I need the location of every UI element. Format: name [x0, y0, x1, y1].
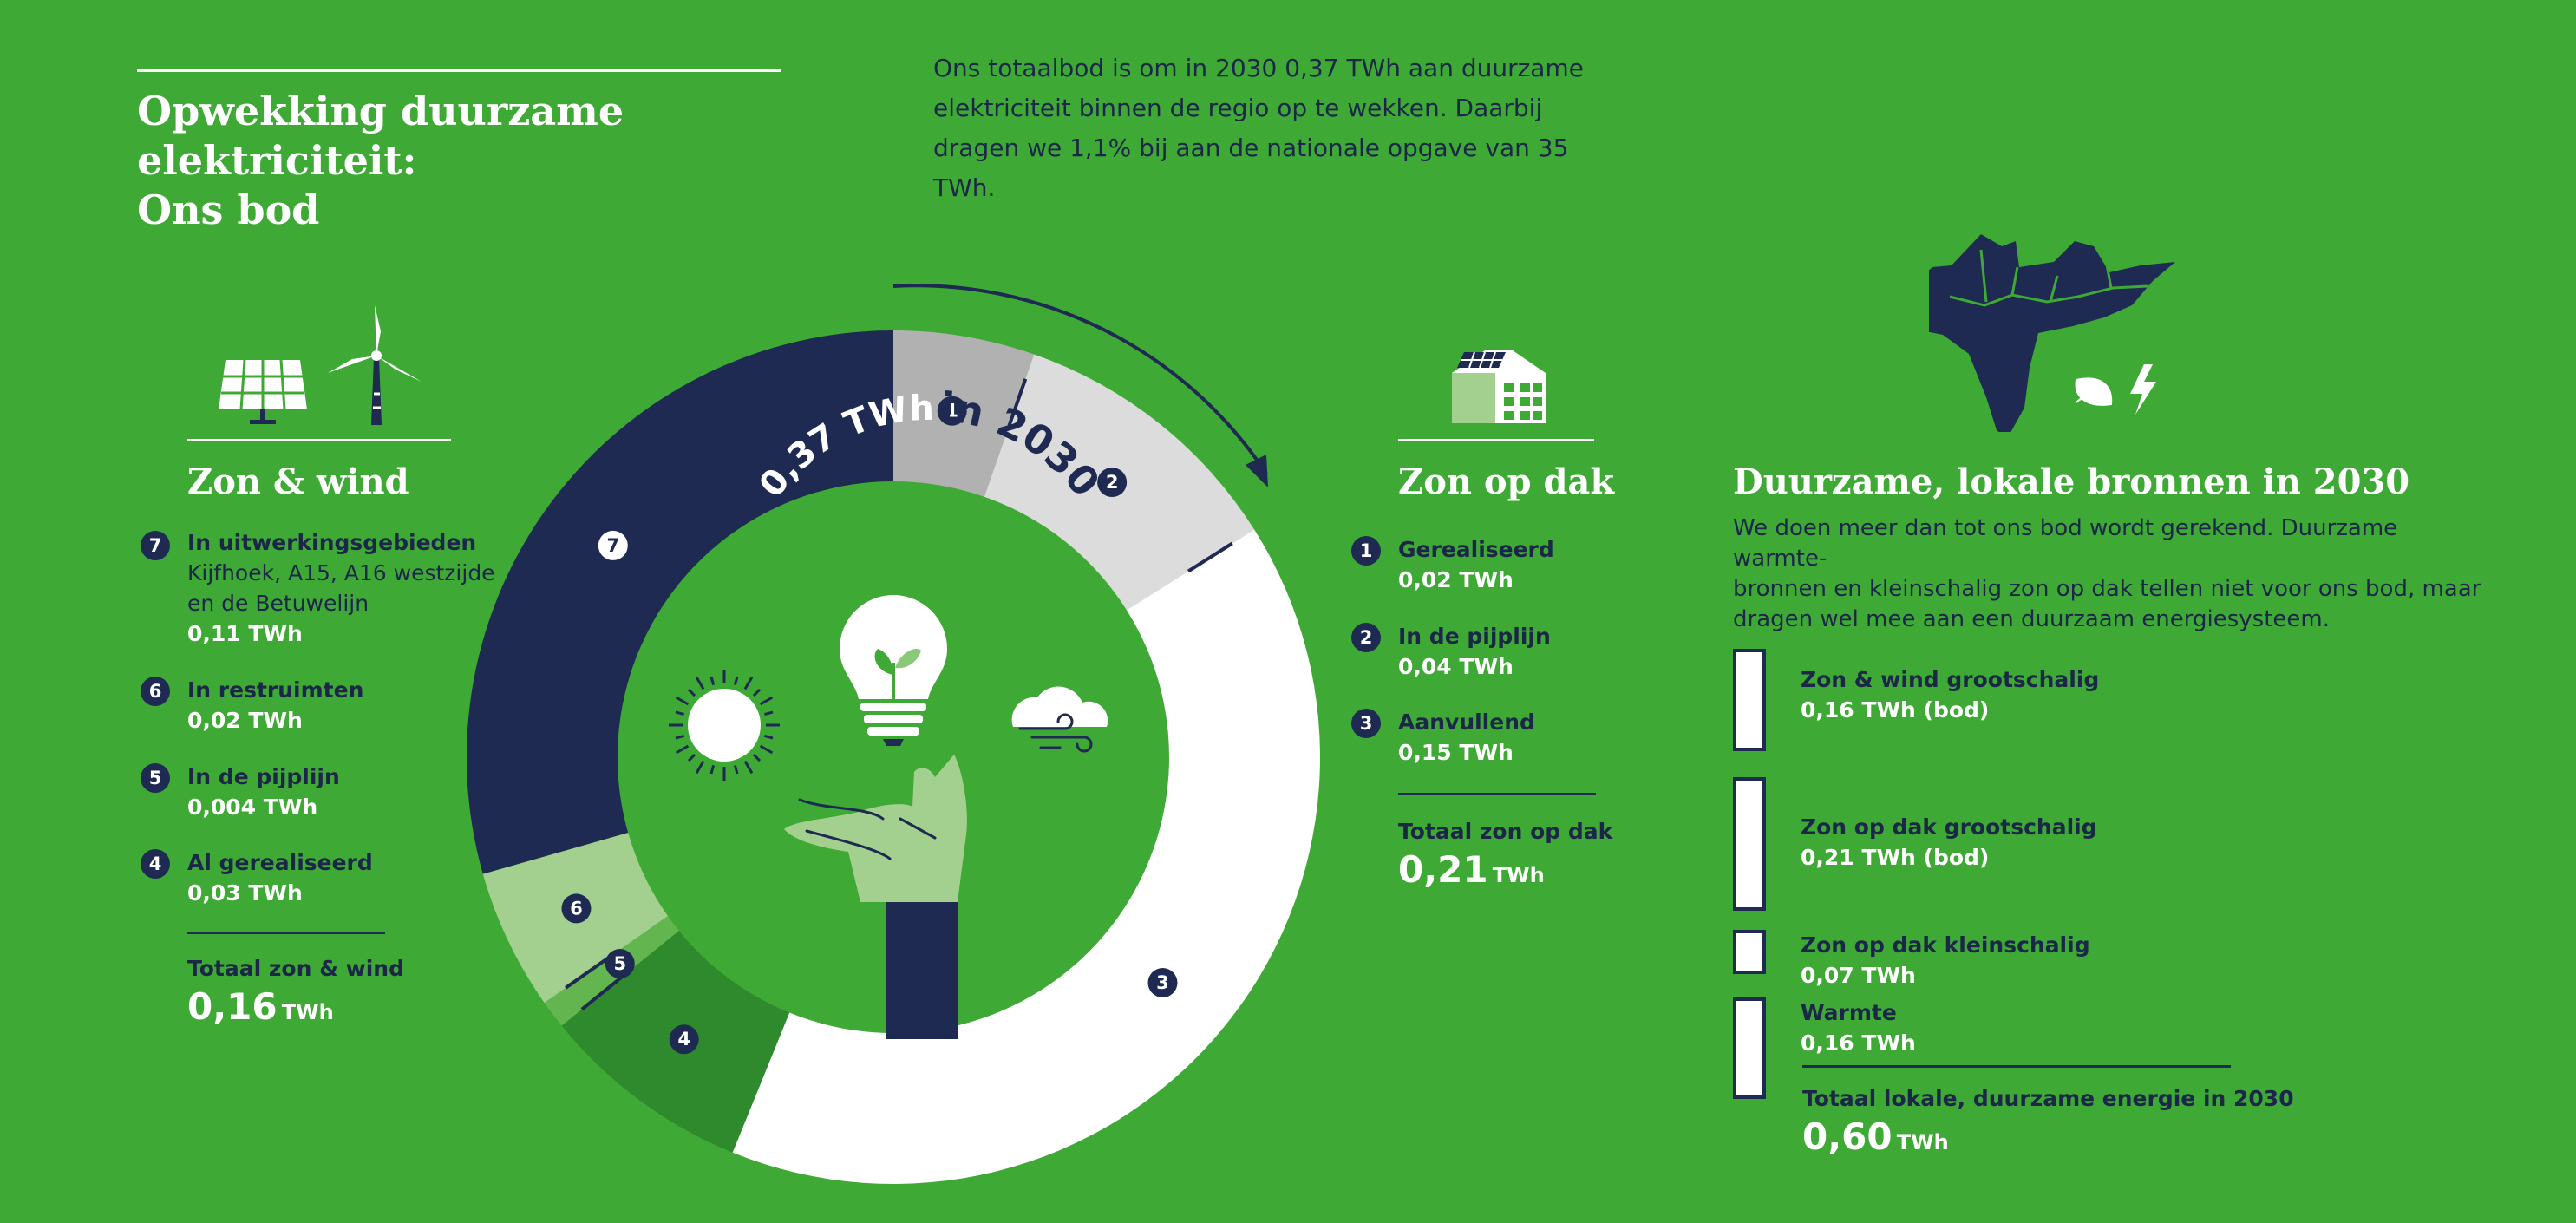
item-label: In restruimten [187, 677, 364, 703]
zon-dak-total: 0,21 TWh [1398, 848, 1545, 891]
bar-value: 0,07 TWh [1801, 963, 1916, 988]
zon-wind-total: 0,16 TWh [187, 985, 334, 1028]
region-map-icon [1929, 234, 2175, 432]
donut-badge-5: 5 [605, 949, 635, 979]
desc-line: We doen meer dan tot ons bod wordt gerek… [1733, 515, 2398, 572]
donut-badge-label: 7 [606, 535, 619, 556]
page-title-line2: Ons bod [137, 186, 320, 233]
segment-divider [565, 956, 610, 990]
donut-badge-6: 6 [561, 893, 592, 924]
donut-badge-label: 3 [1156, 972, 1169, 993]
bar-category: Warmte [1801, 1000, 1897, 1025]
bar-label-group: Zon & wind grootschalig 0,16 TWh (bod) [1801, 664, 2099, 725]
total-value: 0,60 [1802, 1115, 1893, 1158]
zon-dak-total-rule [1398, 793, 1596, 795]
zon-wind-title: Zon & wind [187, 461, 409, 502]
item-label: Aanvullend [1398, 710, 1535, 735]
item-label: Gerealiseerd [1398, 537, 1554, 562]
donut-segment-3 [732, 529, 1320, 1184]
zon-wind-rule [187, 439, 451, 441]
lokaal-total: 0,60 TWh [1802, 1115, 1949, 1158]
bar-label-group: Zon op dak kleinschalig 0,07 TWh [1801, 930, 2090, 991]
lokaal-total-rule [1802, 1065, 2231, 1068]
intro-text: Ons totaalbod is om in 2030 0,37 TWh aan… [933, 54, 1584, 202]
zon-wind-total-rule [187, 932, 385, 934]
segment-divider [580, 975, 624, 1011]
sun-icon [669, 670, 780, 781]
item-value: 0,02 TWh [187, 708, 303, 733]
direction-arrow [892, 284, 1268, 475]
donut-badge-label: 2 [1106, 472, 1119, 493]
bar-label-group: Zon op dak grootschalig 0,21 TWh (bod) [1801, 812, 2097, 873]
donut-badge-label: 4 [677, 1029, 690, 1050]
item-value: 0,11 TWh [187, 621, 303, 646]
donut-segment-7 [467, 330, 893, 874]
item-value: 0,004 TWh [187, 795, 318, 820]
bar-1 [1733, 649, 1766, 751]
badge-5: 5 [141, 763, 170, 793]
item-value: 0,02 TWh [1398, 567, 1514, 592]
zon-dak-title: Zon op dak [1398, 461, 1615, 502]
item-label: In uitwerkingsgebieden [187, 530, 477, 555]
total-unit: TWh [281, 1000, 334, 1024]
bar-label-group: Warmte 0,16 TWh [1801, 997, 1916, 1058]
donut-badge-3: 3 [1147, 968, 1178, 998]
item-value: 0,03 TWh [187, 880, 303, 906]
bar-category: Zon op dak grootschalig [1801, 814, 2097, 840]
donut-badge-label: 5 [613, 953, 626, 974]
donut-badge-2: 2 [1097, 468, 1128, 498]
lokaal-title: Duurzame, lokale bronnen in 2030 [1733, 461, 2410, 502]
badge-2: 2 [1351, 623, 1381, 652]
segment-divider [1187, 541, 1233, 573]
item-value: 0,04 TWh [1398, 654, 1514, 679]
badge-3: 3 [1351, 709, 1381, 738]
house-solar-icon [1452, 350, 1546, 423]
zon-dak-total-label: Totaal zon op dak [1398, 819, 1613, 844]
total-value: 0,21 [1398, 848, 1488, 891]
item-sub: Kijfhoek, A15, A16 westzijde en de Betuw… [187, 560, 495, 616]
bar-3 [1733, 930, 1766, 974]
total-unit: TWh [1492, 863, 1545, 887]
zon-dak-rule [1398, 439, 1594, 441]
donut-badge-label: 1 [945, 401, 958, 422]
desc-line: dragen wel mee aan een duurzaam energies… [1733, 606, 2330, 632]
donut-badge-label: 6 [570, 898, 583, 919]
page-title: Opwekking duurzame elektriciteit: Ons bo… [137, 87, 831, 235]
total-value: 0,16 [187, 985, 278, 1028]
title-rule [137, 69, 781, 72]
light-bulb-icon [840, 595, 947, 746]
desc-line: bronnen en kleinschalig zon op dak telle… [1733, 576, 2481, 602]
zon-wind-total-label: Totaal zon & wind [187, 956, 404, 981]
bar-value: 0,16 TWh [1801, 1030, 1916, 1056]
bar-value: 0,16 TWh (bod) [1801, 697, 1990, 723]
bar-2 [1733, 777, 1766, 911]
cloud-wind-icon [1011, 686, 1108, 753]
bar-value: 0,21 TWh (bod) [1801, 845, 1990, 870]
solar-panel-icon [219, 359, 307, 424]
donut-badge-7: 7 [598, 530, 628, 560]
item-label: In de pijplijn [1398, 624, 1551, 649]
total-unit: TWh [1896, 1130, 1949, 1154]
segment-divider [1006, 378, 1028, 429]
donut-badge-1: 1 [937, 396, 967, 426]
wind-turbine-icon [328, 305, 422, 425]
page-title-line1: Opwekking duurzame elektriciteit: [137, 88, 624, 184]
donut-badge-4: 4 [669, 1024, 699, 1055]
bar-category: Zon & wind grootschalig [1801, 667, 2100, 692]
item-label: In de pijplijn [187, 764, 340, 789]
badge-1: 1 [1351, 536, 1381, 566]
lokaal-total-label: Totaal lokale, duurzame energie in 2030 [1802, 1086, 2294, 1111]
bar-4 [1733, 997, 1766, 1099]
hand-icon [784, 755, 967, 1039]
item-label: Al gerealiseerd [187, 850, 373, 875]
badge-7: 7 [141, 531, 170, 560]
arrow-head [1246, 455, 1268, 487]
item-value: 0,15 TWh [1398, 740, 1514, 765]
lokaal-desc: We doen meer dan tot ons bod wordt gerek… [1733, 513, 2496, 635]
bar-category: Zon op dak kleinschalig [1801, 932, 2090, 958]
badge-6: 6 [141, 677, 170, 706]
badge-4: 4 [141, 849, 170, 879]
